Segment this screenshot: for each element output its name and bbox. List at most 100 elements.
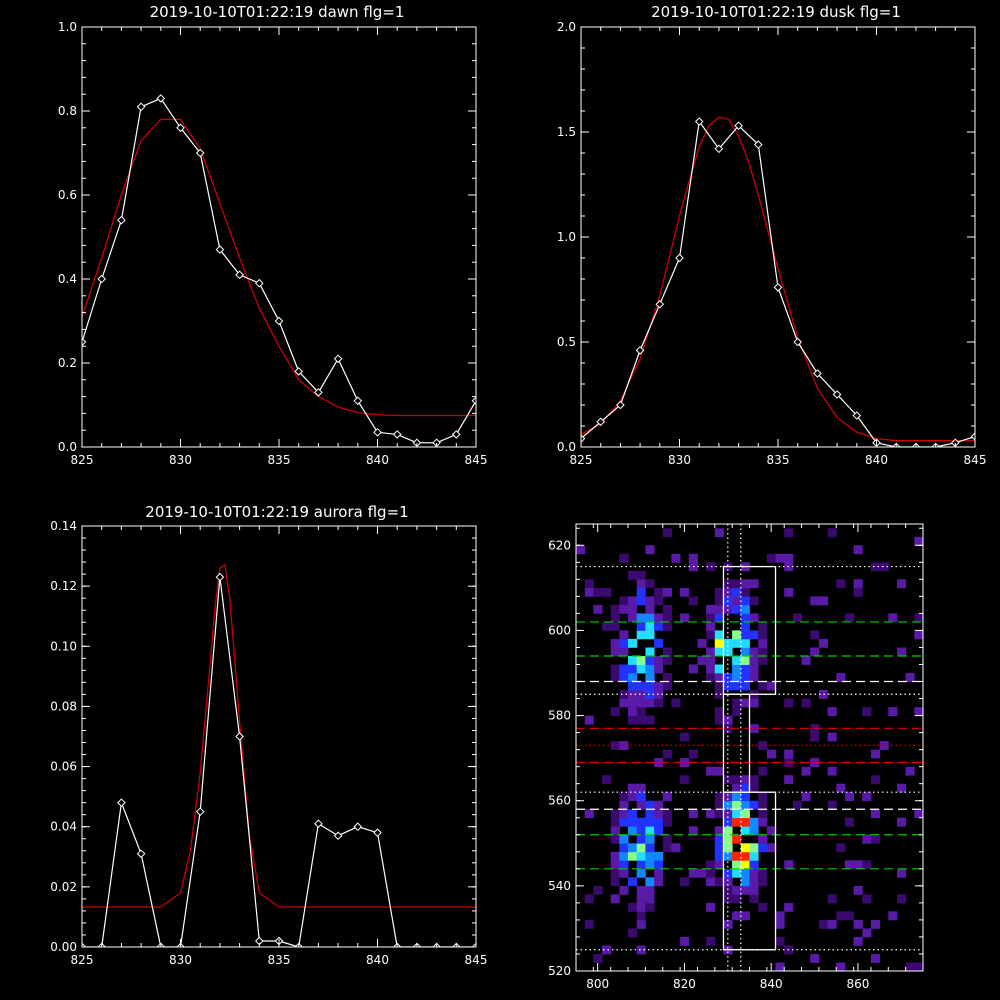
heatmap-cell (749, 860, 759, 870)
heatmap-cell (905, 766, 915, 776)
heatmap-cell (827, 894, 837, 904)
heatmap-cell (792, 613, 802, 623)
heatmap-cell (714, 766, 724, 776)
heatmap-cell (645, 664, 655, 674)
dawn-data-point (294, 367, 304, 376)
dawn-data-point (136, 102, 146, 112)
dawn-data-point (215, 245, 225, 254)
heatmap-cell (749, 868, 759, 878)
heatmap-cell (610, 894, 620, 904)
heatmap-cell (714, 638, 724, 648)
heatmap-cell (914, 962, 923, 971)
heatmap-cell (619, 698, 629, 708)
heatmap-cell (853, 919, 863, 929)
heatmap-cell (740, 587, 750, 597)
heatmap-cell (810, 732, 820, 742)
heatmap-cell (775, 553, 785, 563)
heatmap-cell (714, 792, 724, 802)
heatmap-cell (723, 775, 733, 785)
aurora-y-tick-label: 0.10 (50, 639, 77, 653)
heatmap-cell (645, 843, 655, 853)
heatmap-cell (732, 604, 742, 614)
dusk-plot-title: 2019-10-10T01:22:19 dusk flg=1 (651, 3, 901, 21)
heatmap-cell (827, 800, 837, 810)
heatmap-cell (714, 826, 724, 836)
dusk-data-point (793, 337, 803, 347)
heatmap-cell (740, 613, 750, 623)
heatmap-cell (636, 860, 646, 870)
heatmap-cell (818, 690, 828, 699)
dawn-data-point (314, 388, 323, 397)
dusk-data-point (852, 411, 862, 420)
heatmap-cell (836, 579, 846, 589)
heatmap-cell (706, 664, 716, 674)
heatmap-cell (636, 843, 646, 853)
heatmap-cell (758, 621, 768, 631)
heatmap-cell (688, 749, 698, 759)
heatmap-cell (628, 690, 638, 699)
heatmap-cell (706, 673, 716, 682)
heatmap-cell (749, 647, 759, 657)
heatmap-cell (740, 698, 750, 708)
heatmap-cell (732, 681, 742, 691)
heatmap-cell (645, 826, 655, 836)
heatmap-cell (628, 902, 638, 912)
heatmap-cell (801, 766, 811, 776)
heatmap-cell (662, 749, 672, 759)
heatmap-cell (628, 596, 638, 606)
dawn-data-point (333, 354, 343, 364)
heatmap-cell (897, 894, 907, 904)
heatmap-cell (853, 860, 863, 870)
heatmap-cell (645, 647, 655, 657)
heatmap-cell (714, 630, 724, 640)
dawn-line-plot: 2019-10-10T01:22:19 dawn flg=1 825 830 835… (58, 3, 488, 467)
heatmap-cell (619, 834, 629, 844)
heatmap-cell (749, 596, 759, 606)
heatmap-cell (732, 868, 742, 878)
heatmap-cell (732, 783, 742, 793)
heatmap-cell (732, 596, 742, 606)
heatmap-cell (758, 656, 768, 665)
heatmap-cell (732, 792, 742, 802)
aurora-plot-frame (81, 525, 477, 948)
heatmap-cell (784, 902, 794, 912)
heatmap-cell (654, 868, 664, 878)
heatmap-cell (740, 579, 750, 589)
aurora-data-line (82, 577, 476, 947)
dawn-plot-frame (81, 26, 477, 448)
heatmap-cell (853, 936, 863, 946)
heatmap-cell (784, 698, 794, 708)
heatmap-cell (654, 664, 664, 674)
heatmap-cell (897, 783, 907, 793)
heatmap-cell (628, 570, 638, 580)
heatmap-cell (749, 817, 759, 827)
dusk-fit-curve (581, 116, 975, 442)
heatmap-cell (732, 587, 742, 597)
heatmap-cell (818, 638, 828, 648)
heatmap-cell (775, 919, 785, 929)
heatmap-cell (619, 647, 629, 657)
heatmap-cell (636, 630, 646, 640)
dusk-x-tick-label: 825 (570, 453, 593, 467)
heatmap-cell (732, 817, 742, 827)
heatmap-cell (671, 843, 681, 853)
heatmap-cell (749, 894, 759, 904)
heatmap-cell (645, 681, 655, 691)
heatmap-cell (784, 553, 794, 563)
heatmap-cell (610, 851, 620, 861)
heatmap-cell (645, 596, 655, 606)
dusk-data-point (773, 283, 783, 292)
heatmap-cell (706, 613, 716, 623)
heatmap-cell (714, 877, 724, 887)
heatmap-cell (723, 868, 733, 878)
heatmap-cell (636, 579, 646, 589)
heatmap-cell (610, 860, 620, 870)
heatmap-cell (654, 698, 664, 708)
heatmap-cell (914, 707, 923, 716)
heatmap-cell (914, 809, 923, 819)
heatmap-cell (723, 792, 733, 802)
heatmap-cell (645, 673, 655, 682)
heatmap-cell (662, 809, 672, 819)
heatmap-cell (740, 826, 750, 836)
heatmap-y-tick-label: 620 (548, 538, 571, 552)
